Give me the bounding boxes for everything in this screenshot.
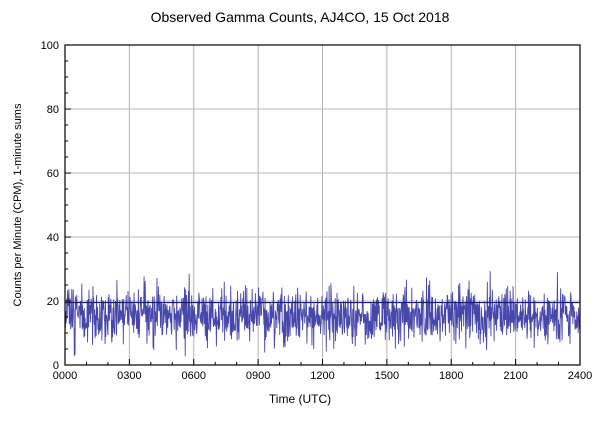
y-tick-label: 40	[47, 232, 59, 244]
y-tick-label: 80	[47, 104, 59, 116]
x-tick-label: 1200	[310, 370, 334, 382]
x-tick-label: 2100	[503, 370, 527, 382]
y-tick-label: 100	[41, 40, 59, 52]
x-tick-label: 1800	[439, 370, 463, 382]
y-tick-label: 60	[47, 168, 59, 180]
x-tick-label: 0000	[53, 370, 77, 382]
y-tick-label: 20	[47, 296, 59, 308]
gamma-counts-series	[64, 271, 581, 357]
x-axis-label: Time (UTC)	[268, 392, 332, 406]
x-tick-label: 2400	[568, 370, 592, 382]
x-tick-label: 0300	[117, 370, 141, 382]
x-tick-label: 0900	[246, 370, 270, 382]
chart-title: Observed Gamma Counts, AJ4CO, 15 Oct 201…	[150, 9, 450, 25]
x-tick-label: 0600	[182, 370, 206, 382]
y-tick-label: 0	[53, 360, 59, 372]
x-tick-label: 1500	[375, 370, 399, 382]
